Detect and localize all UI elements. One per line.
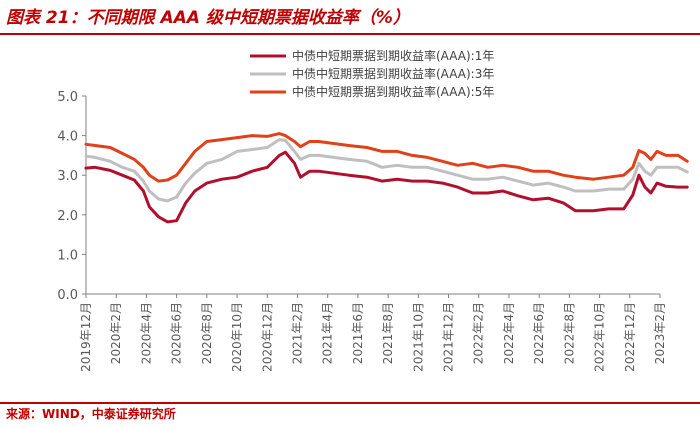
x-tick-label: 2022年12月 (623, 302, 637, 372)
x-tick-label: 2020年10月 (230, 302, 244, 372)
bottom-rule (0, 402, 700, 404)
x-tick-label: 2020年6月 (170, 302, 184, 364)
y-tick-label: 5.0 (57, 90, 78, 105)
x-tick-label: 2020年2月 (109, 302, 123, 364)
y-tick-label: 3.0 (57, 169, 78, 184)
x-tick-label: 2020年4月 (139, 302, 153, 364)
x-tick-label: 2019年12月 (79, 302, 93, 372)
legend-label-2: 中债中短期票据到期收益率(AAA):3年 (292, 66, 494, 81)
y-tick-label: 4.0 (57, 130, 78, 145)
x-tick-label: 2022年2月 (472, 302, 486, 364)
y-tick-label: 2.0 (57, 209, 78, 224)
legend-label-3: 中债中短期票据到期收益率(AAA):5年 (292, 84, 494, 99)
x-tick-label: 2021年12月 (442, 302, 456, 372)
x-tick-label: 2023年2月 (653, 302, 667, 364)
legend-label-1: 中债中短期票据到期收益率(AAA):1年 (292, 48, 494, 63)
y-tick-label: 1.0 (57, 248, 78, 263)
series-line-2 (84, 138, 689, 203)
x-tick-label: 2022年8月 (562, 302, 576, 364)
x-tick-label: 2021年8月 (381, 302, 395, 364)
series-line-3 (84, 132, 689, 183)
source-note: 来源：WIND，中泰证券研究所 (6, 407, 176, 421)
x-tick-label: 2021年4月 (321, 302, 335, 364)
y-tick-label: 0.0 (57, 288, 78, 303)
x-tick-label: 2022年10月 (593, 302, 607, 372)
x-tick-label: 2020年8月 (200, 302, 214, 364)
yield-line-chart: 0.0 1.0 2.0 3.0 4.0 5.0 2019年12月 2020年2月 2020年4月… (57, 48, 689, 372)
x-tick-label: 2021年6月 (351, 302, 365, 364)
series-line-1 (84, 150, 689, 224)
figure-title: 图表 21：不同期限 AAA 级中短期票据收益率（%） (6, 8, 410, 28)
x-tick-label: 2022年6月 (532, 302, 546, 364)
x-tick-label: 2021年2月 (290, 302, 304, 364)
x-tick-label: 2021年10月 (411, 302, 425, 372)
x-tick-label: 2022年4月 (502, 302, 516, 364)
title-rule (0, 33, 700, 35)
x-tick-label: 2020年12月 (260, 302, 274, 372)
